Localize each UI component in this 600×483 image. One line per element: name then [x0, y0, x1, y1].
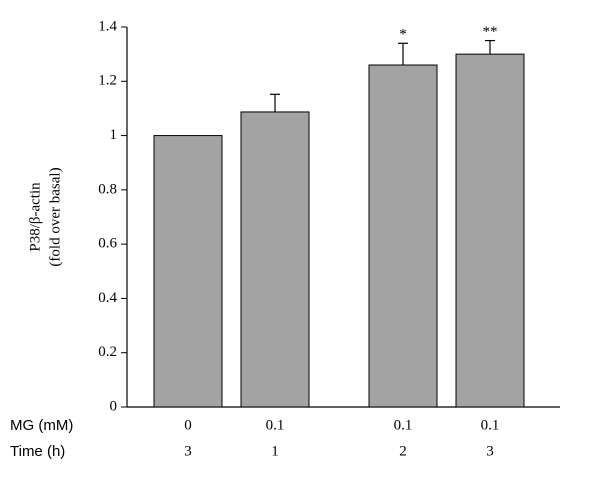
bar: [240, 111, 310, 408]
bar: [153, 135, 223, 408]
row-label: MG (mM): [10, 417, 73, 434]
x-tick-label: 3: [184, 443, 192, 459]
x-tick-label: 0.1: [481, 417, 500, 433]
x-tick-label: 1: [271, 443, 279, 459]
bar: [368, 64, 438, 408]
row-label: Time (h): [10, 443, 65, 460]
y-label-group: P38/β-actin (fold over basal): [27, 167, 63, 266]
annotation: **: [483, 24, 498, 40]
bar: [455, 53, 525, 408]
y-tick-label: 0.4: [98, 290, 117, 306]
y-tick-label: 0.6: [98, 236, 117, 252]
y-tick-label: 1: [110, 127, 118, 143]
y-tick-label: 1.2: [98, 73, 117, 89]
y-tick-label: 0: [110, 398, 118, 414]
x-tick-label: 0.1: [266, 417, 285, 433]
x-tick-label: 0.1: [394, 417, 413, 433]
y-tick-label: 0.2: [98, 344, 117, 360]
y-axis-label: P38/β-actin: [27, 182, 43, 252]
y-tick-label: 1.4: [98, 18, 117, 34]
x-tick-label: 2: [399, 443, 407, 459]
x-tick-label: 0: [184, 417, 192, 433]
annotation: *: [399, 27, 407, 43]
y-tick-label: 0.8: [98, 181, 117, 197]
y-axis-label: (fold over basal): [47, 167, 63, 266]
x-tick-label: 3: [486, 443, 494, 459]
